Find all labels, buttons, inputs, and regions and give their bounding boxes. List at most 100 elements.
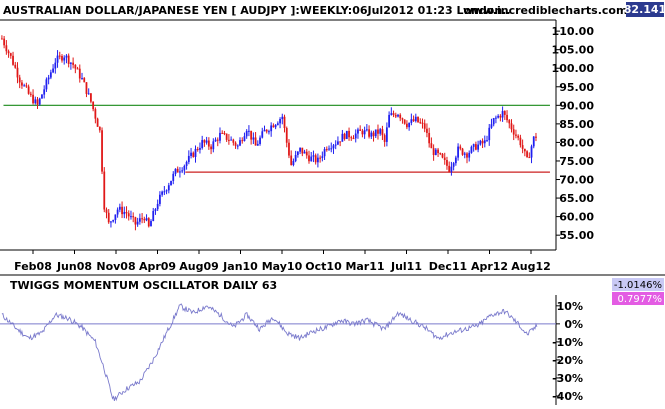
price-candle-body xyxy=(47,77,50,80)
price-candle-body xyxy=(276,123,279,125)
price-candle-body xyxy=(174,168,177,174)
price-candle-body xyxy=(292,160,295,166)
oscillator-y-tick-label: -20% xyxy=(552,354,583,367)
price-candle-body xyxy=(101,130,103,172)
price-candle-body xyxy=(32,94,34,104)
oscillator-y-tick-label: -10% xyxy=(552,336,583,349)
price-candle-body xyxy=(194,148,197,157)
price-candle-body xyxy=(118,206,121,210)
price-candle-body xyxy=(63,57,66,61)
price-candle-body xyxy=(372,132,375,137)
price-candle-body xyxy=(406,123,408,128)
price-candle-body xyxy=(419,122,422,124)
price-candle-body xyxy=(203,140,206,143)
price-candle-body xyxy=(236,145,239,147)
price-x-tick-label: Jan10 xyxy=(222,260,258,273)
price-candle-body xyxy=(377,129,379,134)
price-candle-body xyxy=(299,147,301,152)
price-candle-body xyxy=(337,141,339,145)
price-candle-body xyxy=(145,218,148,221)
price-y-tick-label: 110.00 xyxy=(552,25,595,38)
price-candle-body xyxy=(517,135,520,138)
oscillator-y-tick-label: -30% xyxy=(552,372,583,385)
price-candle-body xyxy=(515,134,517,136)
price-candle-body xyxy=(123,211,126,215)
price-candle-body xyxy=(230,139,233,141)
price-candle-body xyxy=(423,123,426,129)
price-candle-body xyxy=(479,140,482,145)
oscillator-badge-negative xyxy=(612,278,664,291)
price-candle-body xyxy=(210,146,212,150)
price-candle-body xyxy=(183,165,186,171)
price-candle-body xyxy=(90,93,92,102)
price-candle-body xyxy=(45,79,48,90)
price-candle-body xyxy=(463,153,466,155)
price-candle-body xyxy=(107,212,110,223)
price-x-tick-label: Jul11 xyxy=(390,260,422,273)
price-candle-body xyxy=(41,94,43,99)
price-candle-body xyxy=(519,137,522,146)
price-candle-body xyxy=(441,153,444,158)
price-candle-body xyxy=(265,129,268,132)
price-candle-body xyxy=(179,171,181,173)
price-candle-body xyxy=(263,129,266,132)
price-candle-body xyxy=(196,148,199,150)
price-candle-body xyxy=(167,185,170,191)
price-candle-body xyxy=(446,160,448,166)
price-candle-body xyxy=(165,190,168,192)
price-candle-body xyxy=(408,122,411,128)
price-candle-body xyxy=(345,130,348,139)
price-candle-body xyxy=(234,142,237,146)
price-candle-body xyxy=(223,132,226,134)
price-candle-body xyxy=(399,114,402,119)
price-candle-body xyxy=(16,67,19,78)
price-candle-body xyxy=(521,145,524,149)
price-candle-body xyxy=(27,86,30,94)
price-candle-body xyxy=(207,140,210,147)
price-candle-body xyxy=(512,129,515,135)
price-candle-body xyxy=(190,152,192,156)
price-y-tick-label: 55.00 xyxy=(559,229,594,242)
price-candle-body xyxy=(454,157,457,164)
price-candle-body xyxy=(497,115,500,118)
price-candle-body xyxy=(38,98,41,105)
price-candle-body xyxy=(466,153,468,158)
price-x-tick-label: Feb08 xyxy=(14,260,52,273)
price-candle-body xyxy=(501,111,504,118)
oscillator-title: TWIGGS MOMENTUM OSCILLATOR DAILY 63 xyxy=(10,279,277,292)
price-candle-body xyxy=(254,137,257,146)
price-candle-body xyxy=(394,114,397,117)
price-candle-body xyxy=(270,125,273,132)
price-candle-body xyxy=(147,218,150,227)
price-candle-body xyxy=(314,155,317,163)
price-candle-body xyxy=(163,191,166,193)
price-candle-body xyxy=(69,62,72,64)
price-y-tick-label: 80.00 xyxy=(559,136,594,149)
price-candle-body xyxy=(130,216,132,218)
price-x-tick-label: Aug09 xyxy=(179,260,219,273)
price-candle-body xyxy=(114,214,117,221)
price-candle-body xyxy=(281,116,284,120)
price-candle-body xyxy=(143,218,146,221)
price-candle-body xyxy=(225,133,228,140)
price-candle-body xyxy=(268,131,270,133)
price-candle-body xyxy=(56,55,59,63)
price-candle-body xyxy=(481,140,484,144)
price-candle-body xyxy=(439,153,442,155)
price-candle-body xyxy=(354,133,357,139)
price-candle-body xyxy=(272,125,275,128)
price-candle-body xyxy=(434,149,437,155)
price-candle-body xyxy=(103,171,106,210)
price-candle-body xyxy=(132,216,135,218)
price-candle-body xyxy=(112,220,115,222)
price-y-tick-label: 100.00 xyxy=(552,62,595,75)
price-candle-body xyxy=(452,163,455,167)
price-candle-body xyxy=(323,149,326,157)
price-candle-body xyxy=(294,154,297,161)
oscillator-series xyxy=(1,303,538,402)
price-candle-body xyxy=(461,148,464,155)
last-price-badge xyxy=(626,2,664,17)
price-candle-body xyxy=(245,130,248,137)
price-x-ticks: Feb08 Jun08 Nov08 Apr09 Aug09 Jan10 May10 Oct10… xyxy=(14,250,551,273)
price-candle-body xyxy=(339,141,342,143)
